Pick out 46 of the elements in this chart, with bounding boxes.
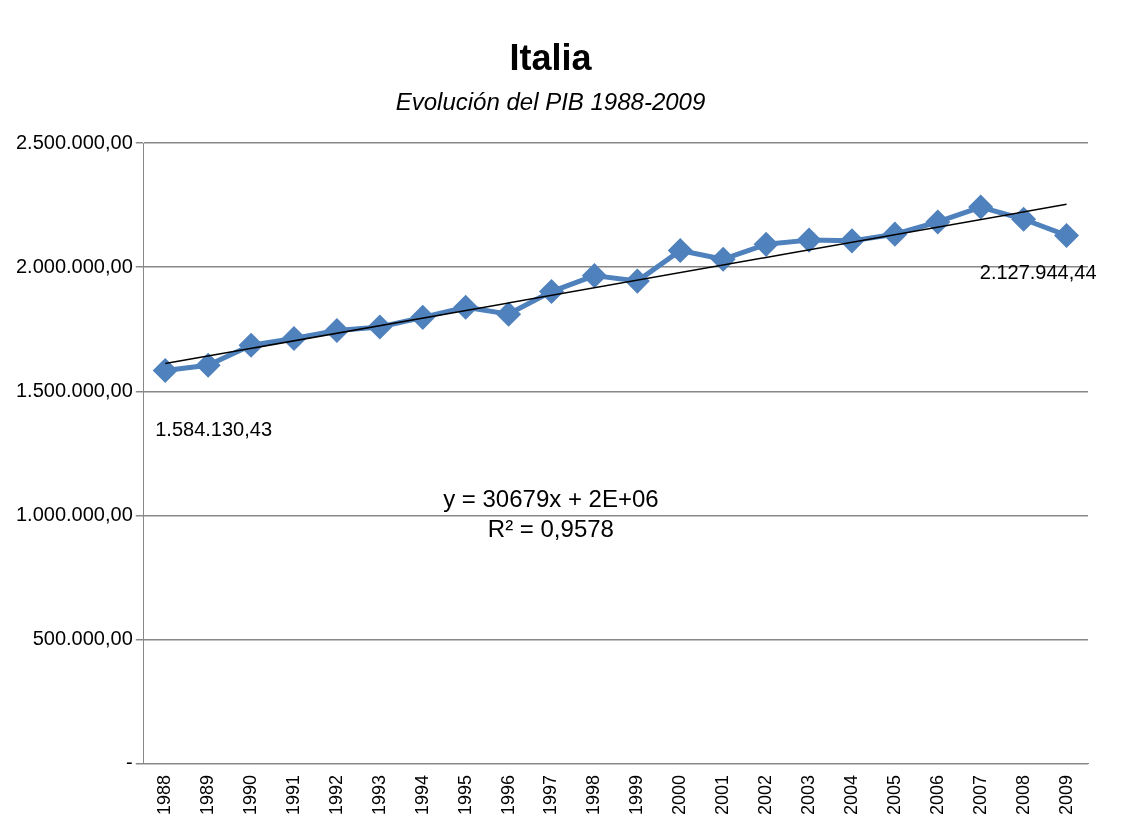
point xyxy=(497,302,521,326)
point xyxy=(926,210,950,234)
point xyxy=(1012,207,1036,231)
y-tick-label: 2.500.000,00 xyxy=(16,130,133,153)
chart-title: Italia xyxy=(509,36,593,78)
x-tick-label: 2002 xyxy=(755,774,776,815)
x-tick-label: 2004 xyxy=(840,774,861,815)
annotation: R² = 0,9578 xyxy=(487,514,614,542)
point xyxy=(668,239,692,263)
x-tick-label: 1998 xyxy=(583,774,604,815)
y-tick-label: - xyxy=(126,751,133,774)
point xyxy=(582,264,606,288)
data-label: 2.127.944,44 xyxy=(979,260,1097,283)
x-tick-label: 2003 xyxy=(797,774,818,815)
x-tick-label: 2001 xyxy=(712,774,733,815)
y-tick-label: 500.000,00 xyxy=(32,627,133,650)
x-tick-label: 2008 xyxy=(1012,774,1033,815)
x-tick-label: 1996 xyxy=(497,774,518,815)
data-label: 1.584.130,43 xyxy=(155,418,273,440)
x-tick-label: 2006 xyxy=(926,774,947,815)
x-tick-label: 1992 xyxy=(325,774,346,815)
point xyxy=(969,195,993,219)
point xyxy=(754,232,778,256)
point xyxy=(153,358,177,382)
y-tick-label: 1.500.000,00 xyxy=(16,378,133,401)
y-tick-label: 1.000.000,00 xyxy=(16,503,133,526)
x-tick-label: 2000 xyxy=(669,774,690,815)
chart-subtitle: Evolución del PIB 1988-2009 xyxy=(395,88,706,116)
x-tick-label: 2007 xyxy=(969,774,990,815)
x-tick-label: 2009 xyxy=(1055,774,1076,815)
point xyxy=(797,228,821,252)
x-tick-label: 2005 xyxy=(883,774,904,815)
x-tick-label: 1999 xyxy=(626,774,647,815)
x-tick-label: 1991 xyxy=(282,774,303,815)
x-tick-label: 1990 xyxy=(240,774,261,815)
y-tick-label: 2.000.000,00 xyxy=(16,254,133,277)
point xyxy=(196,353,220,377)
x-tick-label: 1995 xyxy=(454,774,475,815)
point xyxy=(711,247,735,271)
annotation: y = 30679x + 2E+06 xyxy=(443,484,659,512)
x-tick-label: 1989 xyxy=(197,774,218,815)
x-tick-label: 1988 xyxy=(154,774,175,815)
x-tick-label: 1994 xyxy=(411,774,432,815)
x-tick-label: 1993 xyxy=(368,774,389,815)
x-tick-label: 1997 xyxy=(540,774,561,815)
point xyxy=(1055,223,1079,247)
